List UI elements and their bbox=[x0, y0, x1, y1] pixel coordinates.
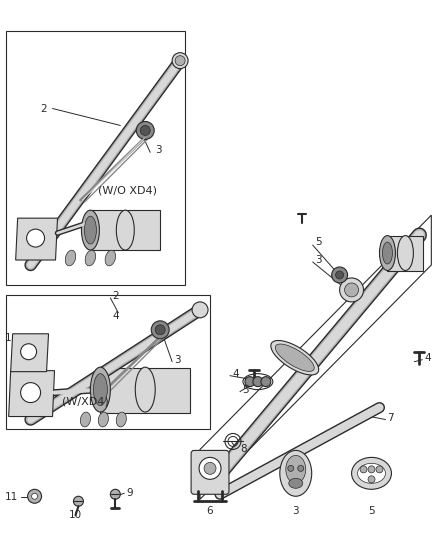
Ellipse shape bbox=[81, 210, 99, 250]
Circle shape bbox=[336, 271, 343, 279]
Text: 7: 7 bbox=[388, 413, 394, 423]
Text: 3: 3 bbox=[174, 354, 181, 365]
Ellipse shape bbox=[357, 463, 385, 483]
Ellipse shape bbox=[379, 236, 396, 270]
Polygon shape bbox=[6, 295, 210, 430]
Circle shape bbox=[376, 466, 383, 473]
Circle shape bbox=[288, 465, 294, 471]
Ellipse shape bbox=[280, 450, 312, 496]
Circle shape bbox=[192, 302, 208, 318]
Ellipse shape bbox=[382, 242, 392, 264]
Text: 5: 5 bbox=[242, 385, 248, 394]
Circle shape bbox=[345, 283, 359, 297]
Polygon shape bbox=[6, 31, 185, 285]
Circle shape bbox=[332, 267, 348, 283]
Circle shape bbox=[199, 457, 221, 479]
Text: 3: 3 bbox=[293, 506, 299, 516]
Ellipse shape bbox=[116, 412, 127, 427]
Circle shape bbox=[21, 383, 41, 402]
Text: 4: 4 bbox=[232, 369, 239, 378]
Polygon shape bbox=[9, 370, 54, 416]
Text: 5: 5 bbox=[368, 506, 375, 516]
Bar bbox=[388, 236, 424, 271]
Circle shape bbox=[339, 278, 364, 302]
Polygon shape bbox=[16, 218, 57, 260]
Circle shape bbox=[74, 496, 83, 506]
Circle shape bbox=[253, 377, 263, 386]
Circle shape bbox=[172, 53, 188, 69]
Text: 3: 3 bbox=[155, 146, 162, 155]
Circle shape bbox=[151, 321, 169, 339]
Polygon shape bbox=[200, 215, 431, 499]
Ellipse shape bbox=[117, 210, 134, 250]
Ellipse shape bbox=[90, 367, 110, 412]
Circle shape bbox=[27, 229, 45, 247]
Ellipse shape bbox=[135, 367, 155, 412]
Ellipse shape bbox=[397, 236, 413, 270]
Circle shape bbox=[32, 493, 38, 499]
Text: 8: 8 bbox=[240, 445, 247, 455]
Text: (W/O XD4): (W/O XD4) bbox=[99, 185, 157, 195]
Circle shape bbox=[28, 489, 42, 503]
Text: 4: 4 bbox=[112, 311, 119, 321]
Ellipse shape bbox=[65, 250, 76, 266]
Circle shape bbox=[21, 344, 37, 360]
Ellipse shape bbox=[271, 341, 319, 375]
Circle shape bbox=[136, 122, 154, 140]
Text: 4: 4 bbox=[424, 353, 431, 363]
Ellipse shape bbox=[275, 344, 314, 372]
Circle shape bbox=[110, 489, 120, 499]
Text: 2: 2 bbox=[41, 103, 47, 114]
Circle shape bbox=[140, 125, 150, 135]
Circle shape bbox=[368, 466, 375, 473]
Ellipse shape bbox=[85, 216, 96, 244]
Circle shape bbox=[360, 466, 367, 473]
Text: 1: 1 bbox=[5, 333, 11, 343]
Text: 5: 5 bbox=[314, 237, 321, 247]
Circle shape bbox=[298, 465, 304, 471]
Circle shape bbox=[204, 462, 216, 474]
Text: 6: 6 bbox=[207, 506, 213, 516]
Circle shape bbox=[261, 377, 271, 386]
Ellipse shape bbox=[98, 412, 109, 427]
Text: 3: 3 bbox=[314, 255, 321, 265]
Circle shape bbox=[245, 377, 255, 386]
Text: 9: 9 bbox=[126, 488, 133, 498]
Circle shape bbox=[175, 55, 185, 66]
Text: 11: 11 bbox=[5, 492, 18, 502]
FancyBboxPatch shape bbox=[191, 450, 229, 494]
Ellipse shape bbox=[105, 250, 116, 266]
Text: (W/XD4): (W/XD4) bbox=[63, 397, 109, 407]
Ellipse shape bbox=[80, 412, 91, 427]
Ellipse shape bbox=[289, 478, 303, 488]
Text: 10: 10 bbox=[68, 510, 81, 520]
Circle shape bbox=[155, 325, 165, 335]
Ellipse shape bbox=[286, 455, 306, 483]
Ellipse shape bbox=[352, 457, 392, 489]
Text: 2: 2 bbox=[112, 291, 119, 301]
Circle shape bbox=[368, 476, 375, 483]
Ellipse shape bbox=[93, 374, 107, 406]
Polygon shape bbox=[11, 334, 49, 372]
Ellipse shape bbox=[85, 250, 95, 266]
Bar bbox=[100, 368, 190, 413]
Bar bbox=[90, 210, 160, 250]
